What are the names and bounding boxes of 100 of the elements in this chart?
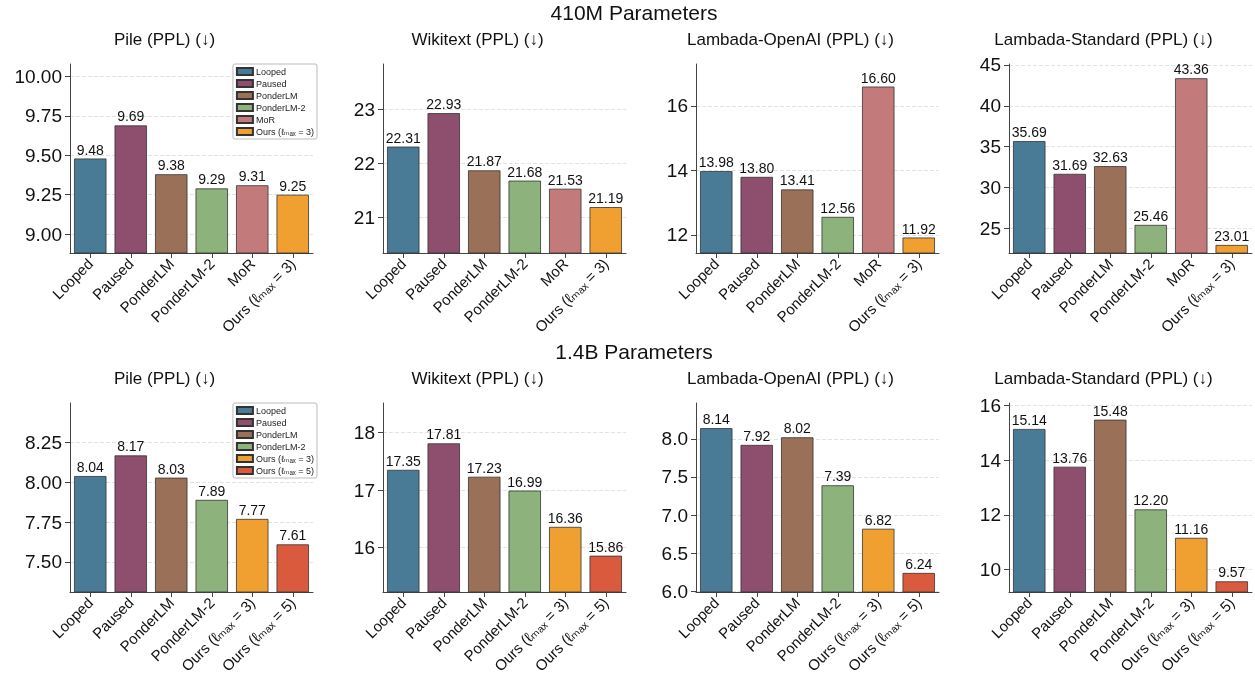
y-tick-label: 10 xyxy=(979,559,1001,581)
data-label: 9.25 xyxy=(279,177,307,194)
data-label: 15.86 xyxy=(588,538,624,555)
y-tick-label: 8.25 xyxy=(25,432,62,454)
y-tick-label: 9.00 xyxy=(25,223,62,245)
y-tick-label: 40 xyxy=(979,95,1001,117)
chart-title: Lambada-Standard (PPL) (↓) xyxy=(994,369,1213,388)
legend-label: Looped xyxy=(255,66,286,77)
y-tick-label: 7.50 xyxy=(25,551,62,573)
legend-label: PonderLM-2 xyxy=(255,102,306,113)
data-label: 13.80 xyxy=(739,159,775,176)
chart-title: Wikitext (PPL) (↓) xyxy=(411,30,544,49)
data-label: 8.02 xyxy=(783,420,812,437)
data-label: 31.69 xyxy=(1052,156,1088,173)
y-tick-label: 8.0 xyxy=(661,428,688,450)
legend-label: Looped xyxy=(255,405,286,416)
y-tick-label: 6.0 xyxy=(661,580,688,602)
data-label: 15.14 xyxy=(1011,411,1047,428)
legend-label: Ours (ℓₘₐₓ = 3) xyxy=(255,126,314,137)
data-label: 8.04 xyxy=(76,459,105,476)
y-tick-label: 12 xyxy=(979,504,1001,526)
data-label: 17.35 xyxy=(385,452,421,469)
data-label: 17.81 xyxy=(426,426,462,443)
text: 1.4B Parameters xyxy=(555,340,713,363)
data-label: 9.69 xyxy=(117,108,145,125)
y-tick-label: 16 xyxy=(353,537,375,559)
data-label: 9.38 xyxy=(157,157,186,174)
y-tick-label: 21 xyxy=(353,206,375,228)
y-tick-label: 8.00 xyxy=(25,471,62,493)
y-tick-label: 16 xyxy=(666,95,688,117)
y-tick-label: 22 xyxy=(353,152,375,174)
data-label: 6.82 xyxy=(864,511,893,528)
data-label: 11.16 xyxy=(1174,520,1209,537)
y-tick-label: 18 xyxy=(353,421,375,443)
y-tick-label: 7.5 xyxy=(661,466,688,488)
y-tick-label: 7.0 xyxy=(661,504,688,526)
data-label: 13.98 xyxy=(698,154,734,171)
y-tick-label: 9.50 xyxy=(25,144,62,166)
text: 410M Parameters xyxy=(550,1,718,24)
data-label: 8.17 xyxy=(117,438,145,455)
chart-title: Pile (PPL) (↓) xyxy=(113,369,216,388)
data-label: 17.23 xyxy=(466,459,502,476)
chart-title: Lambada-OpenAI (PPL) (↓) xyxy=(687,30,894,49)
chart-title: Pile (PPL) (↓) xyxy=(113,30,216,49)
data-label: 43.36 xyxy=(1173,61,1209,78)
data-label: 21.87 xyxy=(466,153,502,170)
chart-title: Lambada-OpenAI (PPL) (↓) xyxy=(687,369,894,388)
data-label: 25.46 xyxy=(1133,207,1169,224)
y-tick-label: 10.00 xyxy=(14,66,62,88)
data-label: 13.76 xyxy=(1052,449,1088,466)
legend-label: PonderLM-2 xyxy=(255,441,306,452)
y-tick-label: 7.75 xyxy=(25,511,62,533)
data-label: 16.36 xyxy=(547,509,583,526)
data-label: 8.03 xyxy=(157,460,186,477)
y-tick-label: 6.5 xyxy=(661,542,688,564)
chart-title: Lambada-Standard (PPL) (↓) xyxy=(994,30,1213,49)
data-label: 7.92 xyxy=(743,427,771,444)
data-label: 21.53 xyxy=(547,171,583,188)
y-tick-label: 17 xyxy=(353,479,375,501)
data-label: 16.60 xyxy=(860,69,896,86)
data-label: 22.93 xyxy=(426,96,462,113)
y-tick-label: 14 xyxy=(979,449,1002,471)
data-label: 32.63 xyxy=(1092,149,1128,166)
y-tick-label: 23 xyxy=(353,98,375,120)
y-tick-label: 9.75 xyxy=(25,105,62,127)
data-label: 6.24 xyxy=(905,555,933,572)
data-label: 13.41 xyxy=(779,172,815,189)
data-label: 23.01 xyxy=(1214,227,1250,244)
data-label: 16.99 xyxy=(507,473,543,490)
y-tick-label: 16 xyxy=(979,394,1001,416)
data-label: 7.77 xyxy=(238,501,267,518)
data-label: 35.69 xyxy=(1011,124,1047,141)
y-tick-label: 14 xyxy=(666,159,689,181)
chart-title: Wikitext (PPL) (↓) xyxy=(411,369,544,388)
data-label: 9.31 xyxy=(238,168,267,185)
data-label: 7.89 xyxy=(198,482,226,499)
legend-label: Paused xyxy=(255,417,287,428)
data-label: 21.68 xyxy=(507,163,543,180)
y-tick-label: 9.25 xyxy=(25,184,62,206)
y-tick-label: 25 xyxy=(979,218,1001,240)
legend-label: PonderLM xyxy=(255,90,298,101)
legend-label: PonderLM xyxy=(255,429,298,440)
y-tick-label: 35 xyxy=(979,136,1001,158)
data-label: 12.20 xyxy=(1133,492,1169,509)
y-tick-label: 12 xyxy=(666,224,688,246)
legend-label: Ours (ℓₘₐₓ = 3) xyxy=(255,453,314,464)
legend-label: MoR xyxy=(255,114,276,125)
data-label: 9.57 xyxy=(1218,564,1246,581)
legend-label: Paused xyxy=(255,78,287,89)
data-label: 12.56 xyxy=(820,199,856,216)
data-label: 7.61 xyxy=(279,527,307,544)
legend-label: Ours (ℓₘₐₓ = 5) xyxy=(255,465,314,476)
data-label: 15.48 xyxy=(1092,402,1128,419)
data-label: 7.39 xyxy=(824,468,852,485)
data-label: 9.48 xyxy=(76,141,105,158)
data-label: 22.31 xyxy=(385,129,421,146)
data-label: 11.92 xyxy=(901,220,936,237)
y-tick-label: 45 xyxy=(979,54,1001,76)
data-label: 9.29 xyxy=(198,171,226,188)
data-label: 8.14 xyxy=(702,411,731,428)
